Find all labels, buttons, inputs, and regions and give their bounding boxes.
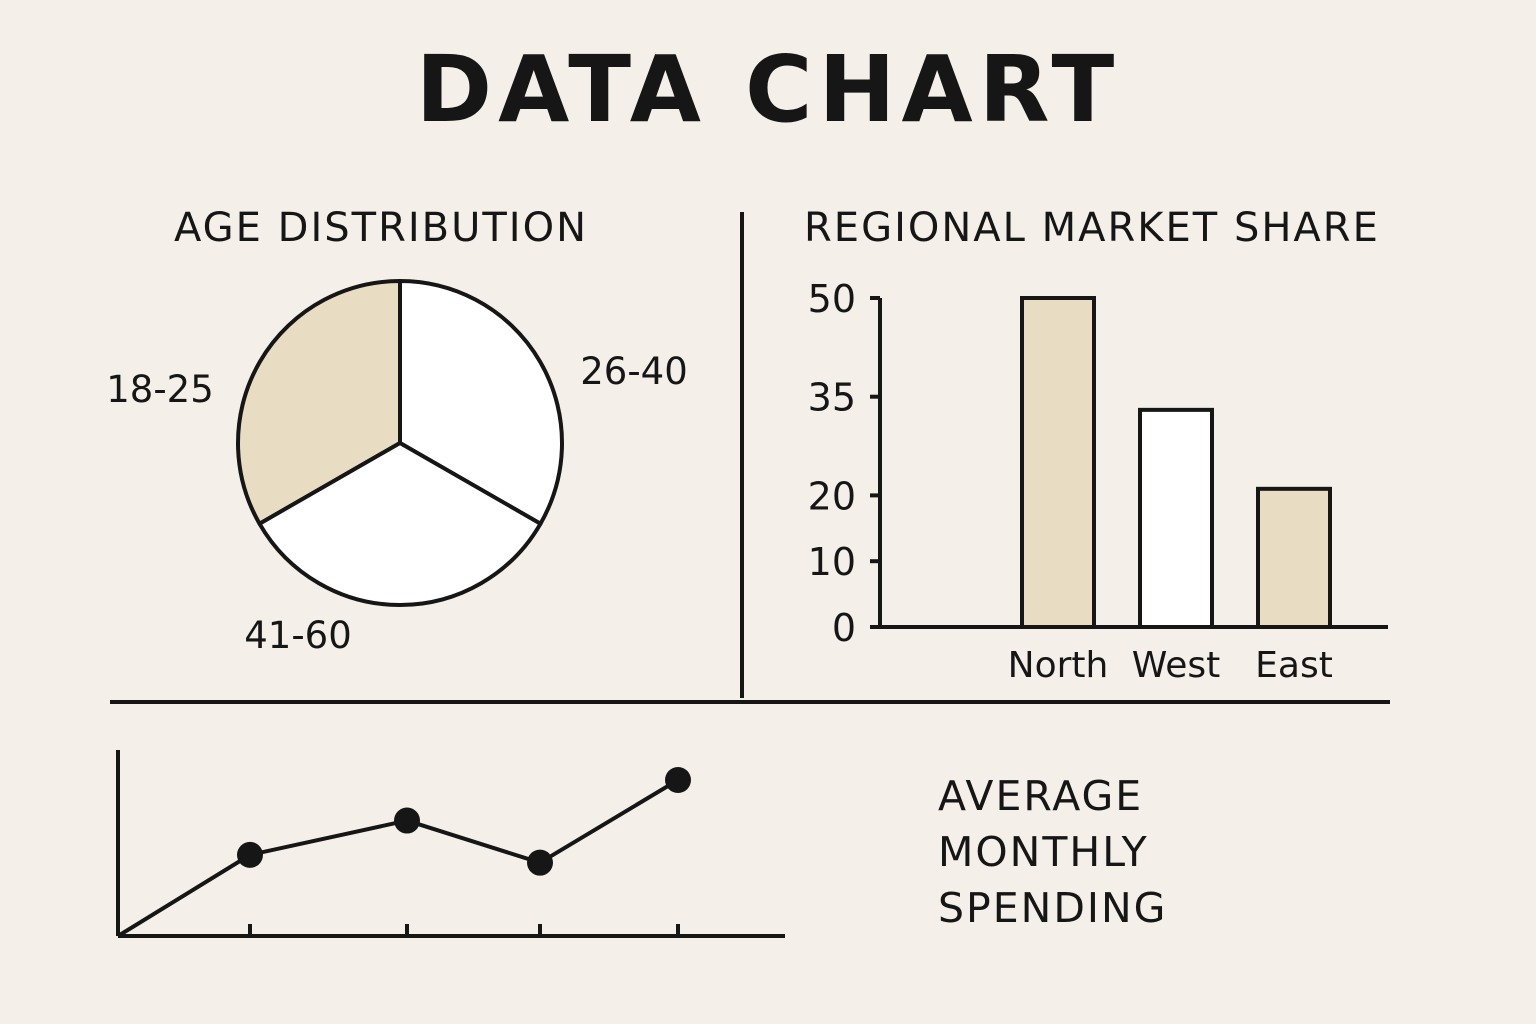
spending-point-4 — [665, 767, 691, 793]
pie-label-41-60: 41-60 — [244, 614, 352, 657]
bar-y-tick-label-0: 0 — [832, 606, 856, 650]
bar-x-label-west: West — [1132, 645, 1221, 686]
average-monthly-spending-title: AVERAGE MONTHLY SPENDING — [938, 768, 1167, 936]
regional-market-share-title: REGIONAL MARKET SHARE — [804, 205, 1380, 251]
spending-title-line-3: SPENDING — [938, 884, 1168, 932]
pie-label-18-25: 18-25 — [106, 368, 214, 411]
bar-east — [1256, 486, 1332, 629]
bar-north — [1020, 296, 1096, 629]
spending-title-line-2: MONTHLY — [938, 828, 1149, 876]
age-pie-chart: 18-25 26-40 41-60 — [106, 279, 688, 657]
age-distribution-title: AGE DISTRIBUTION — [174, 205, 589, 251]
pie-slice-18-25 — [236, 279, 402, 526]
spending-point-1 — [237, 841, 263, 868]
pie-label-26-40: 26-40 — [580, 350, 688, 393]
spending-point-2 — [394, 807, 420, 834]
pie-slice-26-40 — [398, 279, 564, 526]
pie-slice-41-60 — [257, 441, 543, 607]
spending-series-line — [116, 778, 680, 938]
regional-bar-chart: 0 10 20 35 50 North West East — [808, 277, 1388, 686]
bar-x-label-east: East — [1255, 645, 1333, 686]
bar-west — [1138, 407, 1214, 629]
page-title: DATA CHART — [415, 36, 1121, 143]
bar-y-tick-label-10: 10 — [808, 540, 856, 584]
spending-line-chart — [116, 750, 785, 938]
spending-point-3 — [527, 849, 553, 876]
spending-title-line-1: AVERAGE — [938, 772, 1144, 820]
bar-y-tick-label-35: 35 — [808, 376, 856, 420]
bar-x-label-north: North — [1008, 645, 1109, 686]
bar-y-tick-label-20: 20 — [808, 474, 856, 518]
bar-y-tick-label-50: 50 — [808, 277, 856, 321]
